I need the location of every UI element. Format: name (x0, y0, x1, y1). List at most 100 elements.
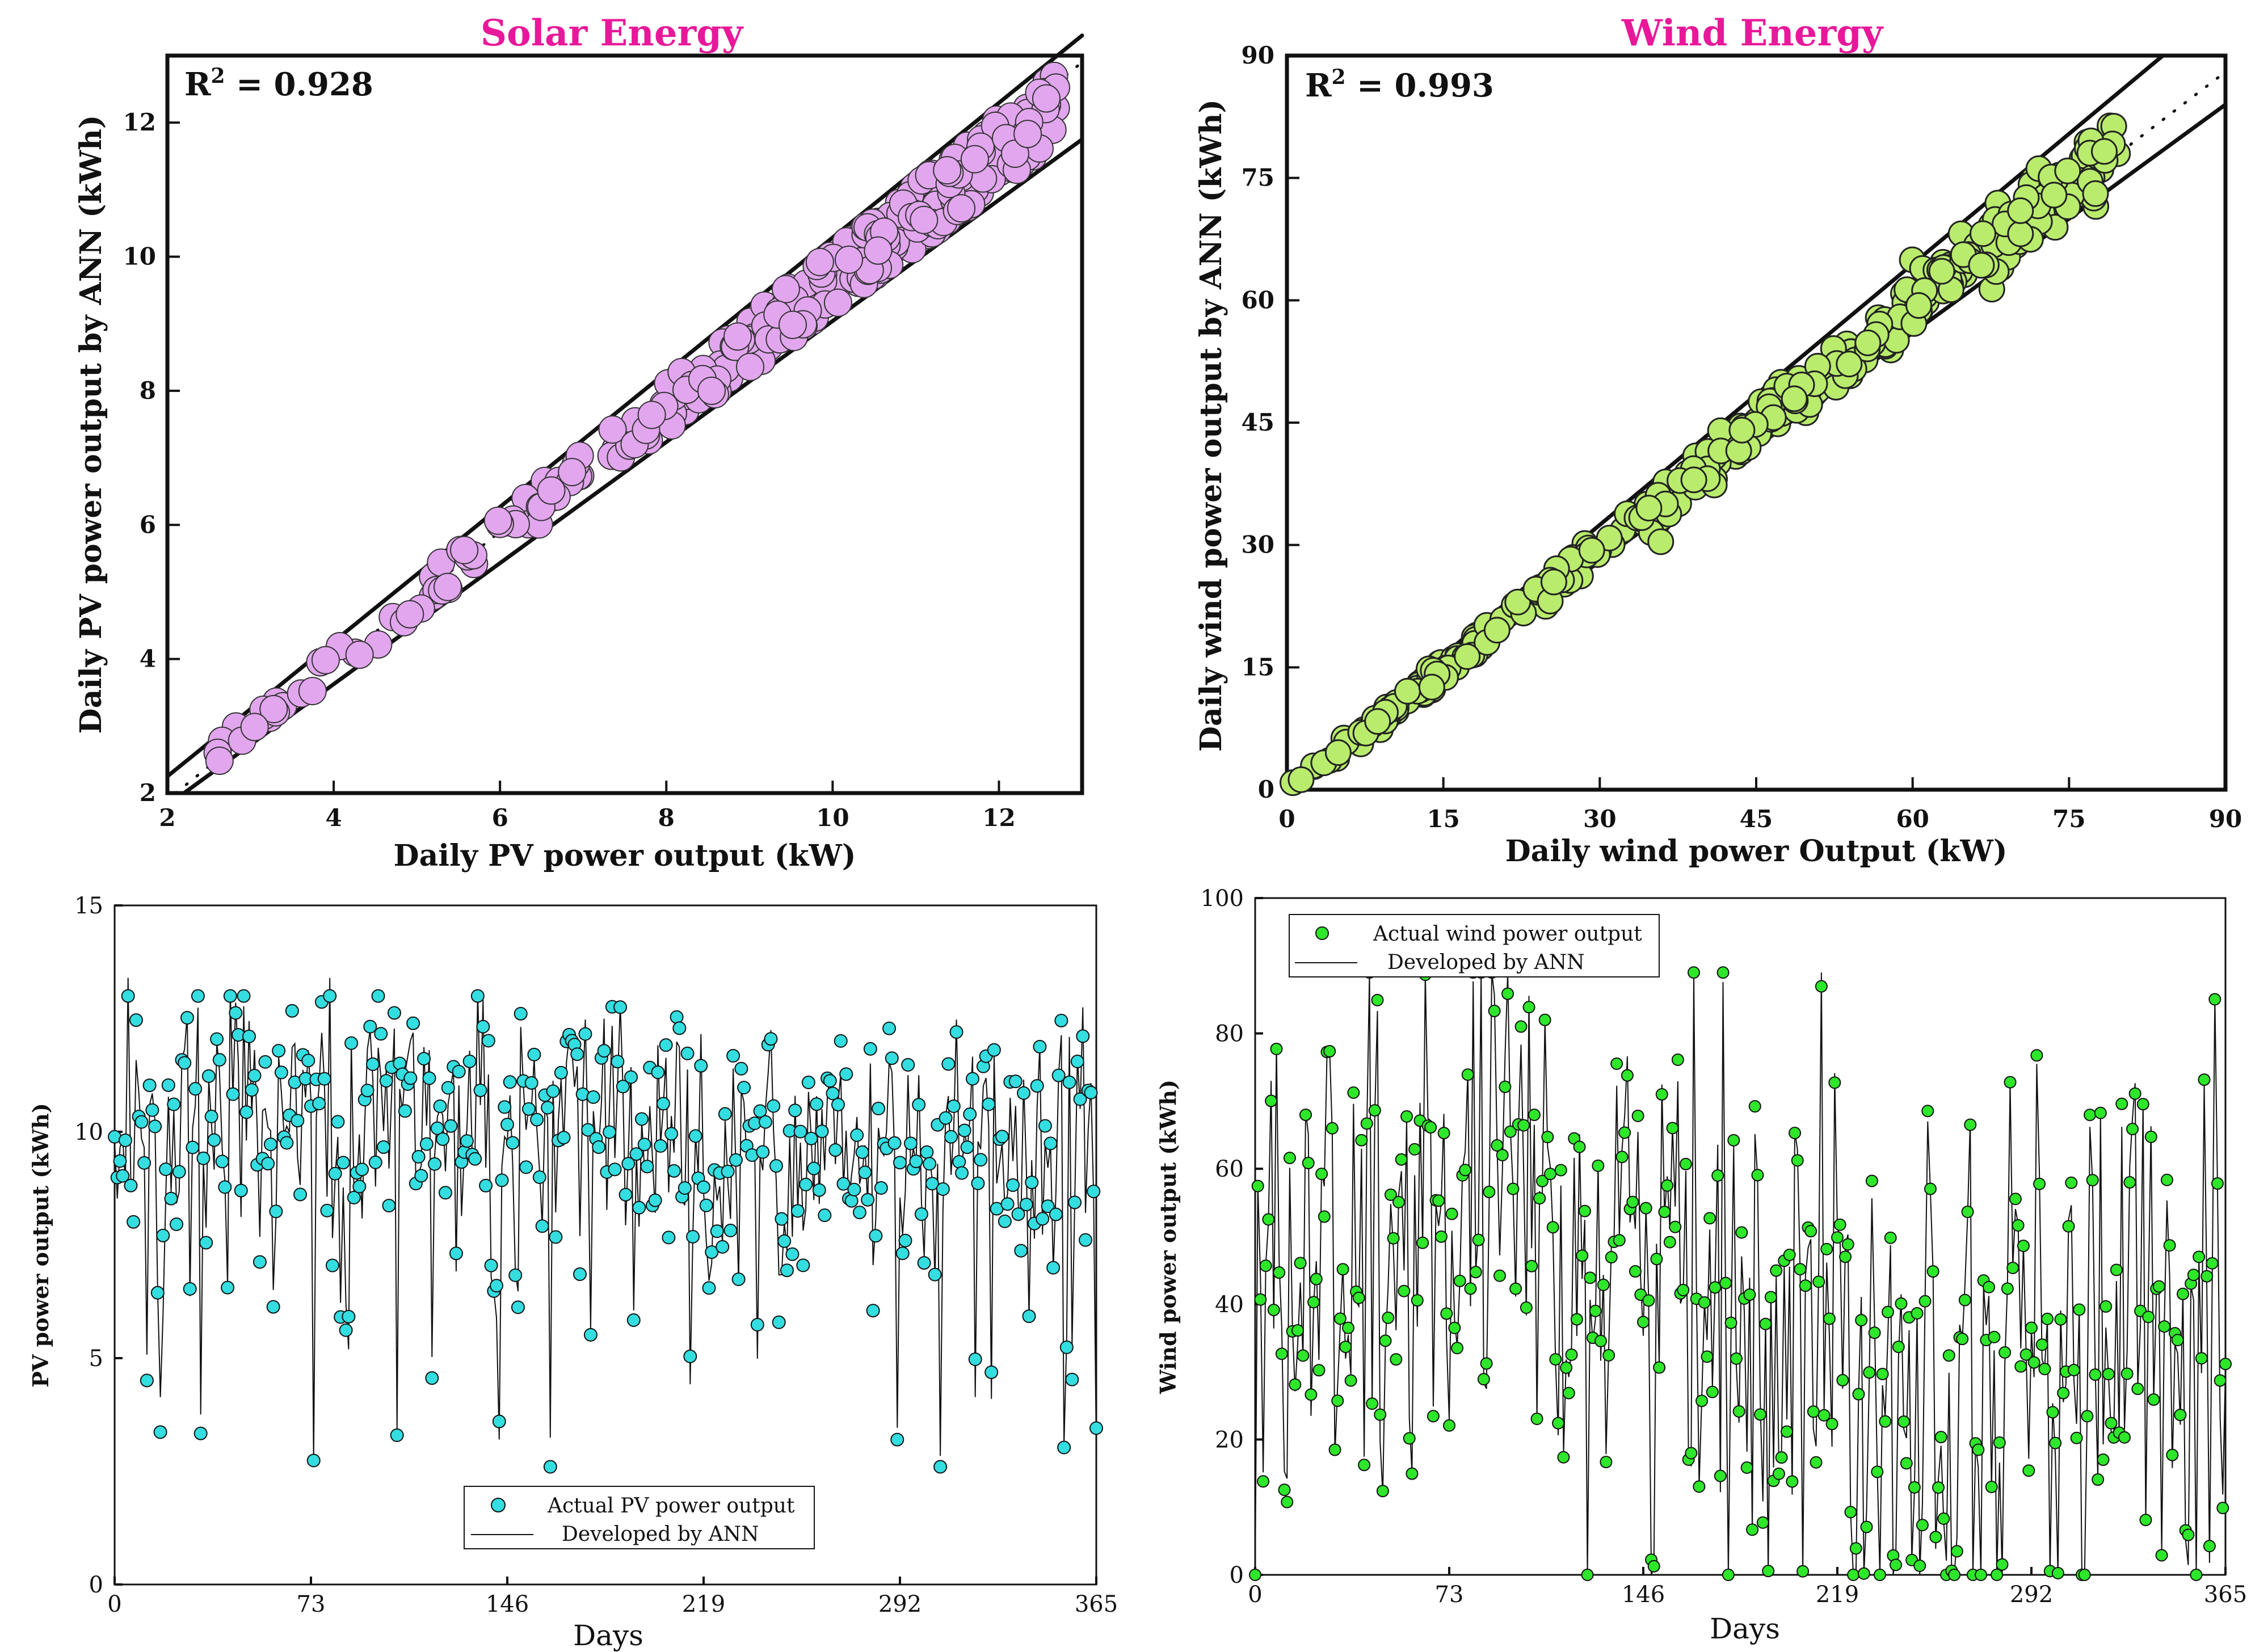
wind-ts-data-point (1411, 1294, 1424, 1307)
wind-ts-data-point (1392, 1196, 1405, 1209)
wind-ts-data-point (1759, 1317, 1772, 1330)
wind-ts-data-point (2193, 1250, 2206, 1263)
wind-ts-data-point (1820, 1242, 1833, 1255)
pv-ts-data-point (363, 1019, 377, 1034)
pv-ts-data-point (1076, 1029, 1090, 1043)
wind-ts-data-point (1666, 1122, 1679, 1135)
solar-data-point (933, 156, 962, 185)
wind-ts-data-point (2200, 1270, 2214, 1283)
pv-ts-data-point (939, 1111, 953, 1125)
wind-ts-data-point (1921, 1105, 1934, 1118)
pv-ts-data-point (306, 1453, 321, 1468)
pv-ts-data-point (678, 1181, 692, 1195)
wind-ts-data-point (1839, 1250, 1852, 1263)
pv-ts-data-point (1051, 1068, 1066, 1082)
wind-ts-data-point (1557, 1451, 1570, 1464)
wind-ytick-label: 90 (1242, 41, 1274, 69)
pv-ts-data-point (1041, 1199, 1055, 1213)
wind-ts-data-point (1341, 1321, 1354, 1334)
wind-ts-data-point (1663, 1236, 1676, 1249)
solar-data-point (259, 694, 288, 723)
wind-ts-data-point (1855, 1314, 1868, 1327)
wind-ts-data-point (1799, 1279, 1812, 1292)
pv-ts-data-point (215, 1154, 229, 1169)
wind-ts-data-point (1488, 1005, 1501, 1018)
solar-ytick-label: 4 (140, 645, 156, 673)
pv-ts-data-point (984, 1365, 999, 1379)
wind-ts-data-point (2078, 1569, 2091, 1581)
wind-ts-data-point (2035, 1338, 2048, 1351)
wind-ts-data-point (1618, 1126, 1631, 1139)
wind-ts-data-point (1743, 1288, 1756, 1301)
pv-ts-data-point (207, 1133, 221, 1147)
pv-ts-data-point (312, 1097, 326, 1111)
wind-ts-data-point (1347, 1086, 1360, 1099)
pv-ts-data-point (901, 1057, 915, 1072)
wind_ts-xtick-label: 219 (1816, 1582, 1859, 1608)
wind-data-point (1781, 385, 1808, 412)
wind-ts-data-point (1459, 1164, 1472, 1177)
pv_ts-xtick-label: 0 (107, 1591, 121, 1617)
solar-data-point (483, 506, 512, 535)
pv-ts-data-point (764, 1032, 778, 1046)
solar-xtick-label: 8 (658, 804, 675, 832)
pv-ts-data-point (285, 1004, 299, 1018)
wind-ts-data-point (1900, 1457, 1913, 1470)
wind-xtick-label: 75 (2052, 805, 2085, 833)
pv-ts-data-point (436, 1132, 450, 1146)
pv-ts-data-point (946, 1099, 961, 1113)
pv-ts-data-point (172, 1165, 186, 1179)
wind_ts-ytick-label: 40 (1215, 1292, 1244, 1318)
wind-ts-data-point (1448, 1321, 1461, 1334)
pv-ts-data-point (998, 1214, 1012, 1228)
wind-ts-data-point (2105, 1417, 2118, 1430)
wind-ts-data-point (1770, 1264, 1783, 1277)
solar-data-point (637, 401, 666, 429)
pv-ts-data-point (914, 1207, 928, 1221)
pv-ts-data-point (1057, 1440, 1071, 1455)
pv-ts-data-point (328, 1166, 342, 1181)
pv-ts-data-point (863, 1042, 877, 1056)
wind-ts-data-point (1679, 1157, 1692, 1170)
wind-ts-data-point (2203, 1540, 2216, 1553)
wind-ts-data-point (1639, 1202, 1652, 1215)
wind-ts-data-point (1344, 1374, 1357, 1387)
pv-ts-data-point (170, 1217, 184, 1232)
pv-ts-data-point (178, 1056, 192, 1070)
pv-ts-ann-line (114, 977, 1097, 1463)
pv-ts-data-point (731, 1272, 746, 1286)
pv-ts-data-point (113, 1154, 127, 1168)
wind-ts-data-point (1709, 1281, 1722, 1294)
wind-ts-axis-ticks: 0 73 146 219 292 365 0 20 40 60 80 100 (1201, 886, 2248, 1608)
pv-ts-data-point (201, 1069, 216, 1083)
wind-ts-data-point (1647, 1560, 1660, 1573)
pv-ts-data-point (428, 1157, 442, 1171)
solar-xtick-label: 6 (492, 804, 508, 832)
wind-ts-data-point (1669, 1220, 1682, 1233)
pv-ts-data-point (917, 1256, 931, 1270)
wind-ts-data-point (1530, 1412, 1543, 1425)
pv-ts-data-point (521, 1102, 536, 1116)
wind-ts-data-point (1270, 1042, 1283, 1055)
pv-ts-data-point (366, 1057, 380, 1071)
pv-ts-data-point (812, 1183, 826, 1197)
pv-ts-data-point (1065, 1372, 1079, 1386)
pv-ts-data-point (1022, 1309, 1036, 1324)
wind_ts-xtick-label: 0 (1248, 1582, 1262, 1608)
wind-ts-data-point (1863, 1366, 1876, 1379)
solar-data-point (779, 310, 807, 339)
pv-ts-data-point (619, 1187, 633, 1202)
pv-ts-data-point (186, 1140, 200, 1154)
pv-ts-data-point (586, 1090, 600, 1104)
wind-xtick-label: 30 (1583, 805, 1616, 833)
pv-ts-data-point (705, 1245, 719, 1259)
wind-ts-data-point (1371, 993, 1384, 1006)
solar-ytick-label: 2 (140, 779, 156, 807)
pv-ts-data-point (199, 1236, 213, 1250)
wind-ts-data-point (1950, 1545, 1963, 1558)
wind-ts-data-point (2070, 1431, 2083, 1444)
pv-ts-data-point (492, 1414, 506, 1428)
wind-ts-data-point (2049, 1436, 2062, 1449)
solar-data-point (960, 145, 989, 174)
pv-ts-data-point (495, 1173, 509, 1187)
